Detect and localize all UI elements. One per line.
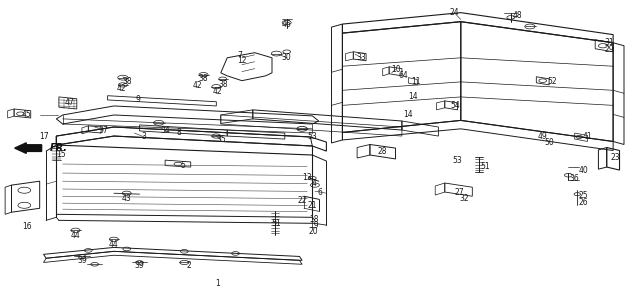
Text: FR.: FR. [50,143,68,153]
Text: 53: 53 [452,156,463,165]
Text: 50: 50 [544,138,554,147]
Text: 14: 14 [403,110,413,119]
Text: 38: 38 [218,80,228,89]
Text: 53: 53 [307,132,317,141]
Text: 49: 49 [538,132,548,141]
Text: 18: 18 [309,215,318,224]
Text: 48: 48 [512,11,522,20]
Text: 16: 16 [22,222,32,231]
Text: 7: 7 [237,51,243,60]
Text: 31: 31 [604,38,614,47]
Text: 22: 22 [298,196,307,205]
Text: 64: 64 [398,71,408,80]
Text: 30: 30 [282,53,292,62]
Text: 47: 47 [64,98,74,107]
Text: 25: 25 [579,191,589,200]
Text: 17: 17 [38,132,49,141]
Text: 44: 44 [109,240,119,249]
Text: 3: 3 [141,132,147,141]
Text: 42: 42 [212,87,223,96]
Text: 15: 15 [56,150,67,159]
Text: 26: 26 [579,198,589,207]
Text: 6: 6 [317,188,323,197]
Text: 38: 38 [198,74,209,83]
Text: 8: 8 [177,128,182,137]
Text: 12: 12 [237,56,246,65]
Text: 20: 20 [308,227,319,236]
Text: 41: 41 [582,132,593,141]
Text: 39: 39 [134,261,145,270]
Text: 51: 51 [480,162,490,171]
Text: 13: 13 [302,173,312,182]
Text: 40: 40 [579,166,589,175]
Text: 24: 24 [449,8,460,17]
Text: 28: 28 [378,147,387,156]
Text: 38: 38 [122,77,132,86]
Text: 35: 35 [216,135,226,144]
Text: 33: 33 [356,53,367,62]
Text: 11: 11 [412,77,420,86]
Text: 29: 29 [604,45,614,54]
Text: 36: 36 [570,174,580,183]
Text: 52: 52 [547,77,557,86]
Text: 54: 54 [451,101,461,110]
Text: 10: 10 [390,65,401,74]
Text: 43: 43 [122,194,132,203]
Text: 45: 45 [22,110,32,119]
Text: 5: 5 [180,161,185,170]
Text: 9: 9 [135,95,140,104]
Text: 37: 37 [99,126,109,135]
Text: 44: 44 [70,231,81,240]
Text: 1: 1 [215,279,220,288]
Text: 19: 19 [308,221,319,230]
Text: 42: 42 [116,84,127,93]
Text: 34: 34 [160,126,170,135]
Text: 21: 21 [308,201,317,210]
Text: 14: 14 [408,92,418,101]
Text: 27: 27 [454,188,465,197]
Text: 51: 51 [271,219,282,228]
Text: 4: 4 [311,179,316,188]
Text: 2: 2 [186,261,191,270]
Text: 32: 32 [459,194,469,203]
FancyArrow shape [15,143,42,153]
Text: 46: 46 [282,20,292,29]
Text: 39: 39 [77,256,87,265]
Text: 42: 42 [192,81,202,90]
Text: 23: 23 [611,153,621,162]
